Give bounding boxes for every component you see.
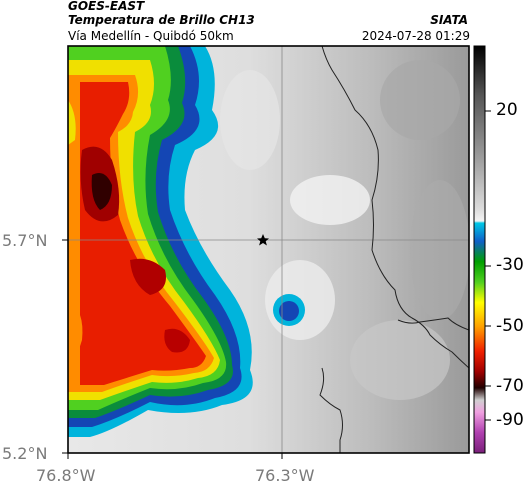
colorbar-tick-label: -50 xyxy=(496,316,524,336)
department-borders xyxy=(319,46,469,453)
star-icon xyxy=(257,234,269,246)
organization-label: SIATA xyxy=(430,13,468,27)
product-title: Temperatura de Brillo CH13 xyxy=(68,13,255,27)
y-tick-label: 5.7°N xyxy=(2,231,48,250)
y-tick-label: 5.2°N xyxy=(2,444,48,463)
colorbar-tick-label: -90 xyxy=(496,410,524,430)
route-subtitle: Vía Medellín - Quibdó 50km xyxy=(68,29,234,43)
convective-cloud-band xyxy=(68,46,253,437)
timestamp: 2024-07-28 01:29 xyxy=(361,29,470,43)
colorbar xyxy=(473,45,491,454)
map-frame xyxy=(67,45,470,454)
x-tick-label: 76.8°W xyxy=(36,466,96,485)
isolated-cloud-cell xyxy=(273,294,305,326)
colorbar-tick-label: 20 xyxy=(496,100,518,120)
axis-ticks xyxy=(62,239,283,459)
satellite-name: GOES-EAST xyxy=(68,0,145,13)
colorbar-tick-label: -30 xyxy=(496,255,524,275)
colorbar-tick-label: -70 xyxy=(496,376,524,396)
graticule xyxy=(68,46,469,453)
x-tick-label: 76.3°W xyxy=(255,466,315,485)
